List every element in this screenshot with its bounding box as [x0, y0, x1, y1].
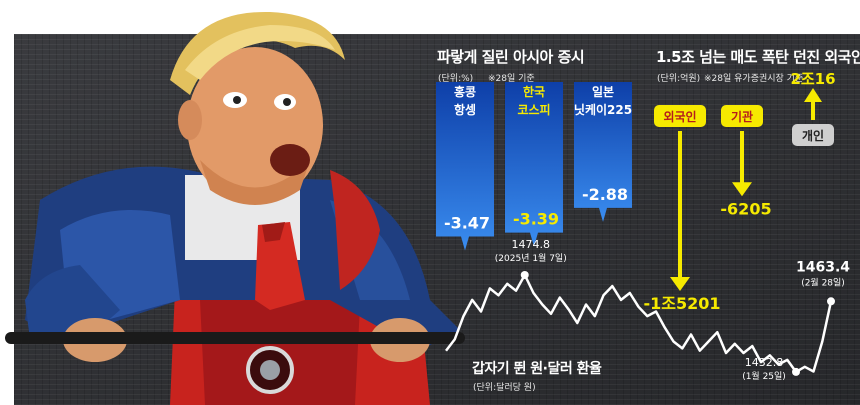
fx-annotation-min: 1432.8	[745, 356, 784, 369]
bar-category-label-1-0: 한국	[523, 84, 545, 99]
fx-annotation-max-date: (2025년 1월 7일)	[495, 252, 567, 264]
fx-point-1	[792, 367, 800, 376]
handlebar	[5, 332, 465, 344]
investor-value-0: -1조5201	[643, 294, 720, 313]
investor-flow-chart: 외국인 -1조5201 기관 -6205 개인 2조16	[643, 70, 835, 313]
chart3-title: 갑자기 뛴 원·달러 환율	[472, 361, 602, 377]
investor-box-1	[721, 105, 763, 127]
bar-category-label-0-0: 홍콩	[454, 84, 476, 99]
investor-arrow-head-1	[732, 182, 752, 197]
bar-category-label-2-0: 일본	[592, 85, 614, 99]
investor-value-2: 2조16	[790, 70, 835, 88]
scooter-front	[200, 286, 360, 405]
bar-value-label-2: -2.88	[582, 185, 628, 204]
fx-annotation-current: 1463.4	[796, 259, 850, 275]
chart3-unit: (단위:달러당 원)	[473, 383, 536, 393]
krw-usd-line-chart: 1474.8(2025년 1월 7일) 1432.8(1월 25일) 1463.4(…	[445, 238, 850, 382]
fx-point-0	[520, 271, 529, 279]
bar-value-label-1: -3.39	[513, 210, 559, 229]
tie	[255, 222, 305, 310]
investor-box-2	[792, 124, 834, 146]
investor-value-1: -6205	[720, 199, 771, 218]
bar-2	[574, 82, 632, 222]
chart1-note: ※28일 기준	[488, 74, 535, 84]
chart2-title: 1.5조 넘는 매도 폭탄 던진 외국인	[656, 48, 860, 66]
ear	[178, 100, 202, 140]
investor-label-2: 개인	[802, 128, 824, 143]
chart1-title: 파랗게 질린 아시아 증시	[437, 48, 585, 66]
fx-point-2	[827, 297, 835, 306]
investor-box-0	[654, 105, 706, 127]
bar-0	[436, 82, 494, 251]
bar-category-label-1-1: 코스피	[517, 102, 550, 117]
investor-arrow-head-2	[804, 88, 822, 102]
bar-1	[505, 82, 563, 247]
fx-line	[445, 273, 833, 374]
chart2-note: ※28일 유가증권시장 기준	[704, 74, 804, 84]
red-scarf	[330, 170, 380, 290]
chart1-unit: (단위:%)	[438, 74, 474, 84]
bar-value-label-0: -3.47	[444, 214, 490, 233]
investor-label-0: 외국인	[663, 109, 696, 124]
investor-arrow-head-0	[670, 277, 690, 291]
caricature-illustration	[5, 11, 465, 405]
fx-annotation-min-date: (1월 25일)	[742, 370, 786, 382]
fx-annotation-current-date: (2월 28일)	[801, 276, 845, 288]
investor-label-1: 기관	[731, 109, 753, 124]
chart2-unit: (단위:억원)	[657, 74, 701, 84]
bar-category-label-2-1: 닛케이225	[574, 102, 632, 117]
fx-annotation-max: 1474.8	[512, 238, 551, 251]
bar-category-label-0-1: 항셍	[454, 102, 476, 117]
mouth	[270, 144, 310, 176]
